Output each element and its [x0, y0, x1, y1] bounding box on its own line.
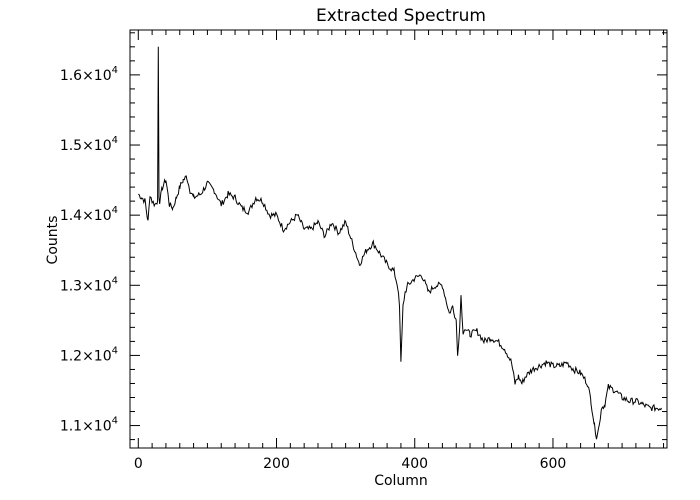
x-tick-label: 400 [401, 456, 428, 472]
y-tick-label: 1.5×104 [60, 135, 118, 154]
chart-title: Extracted Spectrum [316, 6, 486, 26]
y-tick-exponent: 4 [112, 65, 118, 76]
y-tick-label: 1.4×104 [60, 205, 118, 224]
y-axis-label: Counts [45, 216, 61, 265]
y-tick-labels: 1.1×104 1.2×104 1.3×104 1.4×104 1.5×104 1.6×1… [60, 65, 118, 435]
axis-ticks [130, 30, 667, 448]
y-tick-mantissa: 1.3 [60, 278, 82, 294]
y-tick-exponent: 4 [112, 416, 118, 427]
y-tick-mantissa: 1.2 [60, 348, 82, 364]
y-tick-exponent: 4 [112, 135, 118, 146]
x-tick-label: 0 [134, 456, 143, 472]
x-tick-labels: 0 200 400 600 [134, 456, 566, 472]
y-tick-exponent: 4 [112, 275, 118, 286]
y-tick-mantissa: 1.6 [60, 68, 82, 84]
y-tick-exponent: 4 [112, 345, 118, 356]
x-tick-label: 600 [540, 456, 567, 472]
y-tick-mantissa: 1.1 [60, 419, 82, 435]
y-tick-mantissa: 1.4 [60, 208, 82, 224]
y-tick-label: 1.3×104 [60, 275, 118, 294]
y-tick-mantissa: 1.5 [60, 138, 82, 154]
series-line [138, 46, 662, 440]
y-tick-label: 1.6×104 [60, 65, 118, 84]
x-tick-label: 200 [263, 456, 290, 472]
y-tick-label: 1.1×104 [60, 416, 118, 435]
x-axis-label: Column [374, 473, 428, 489]
y-tick-label: 1.2×104 [60, 345, 118, 364]
plot-frame [129, 29, 668, 449]
y-tick-exponent: 4 [112, 205, 118, 216]
